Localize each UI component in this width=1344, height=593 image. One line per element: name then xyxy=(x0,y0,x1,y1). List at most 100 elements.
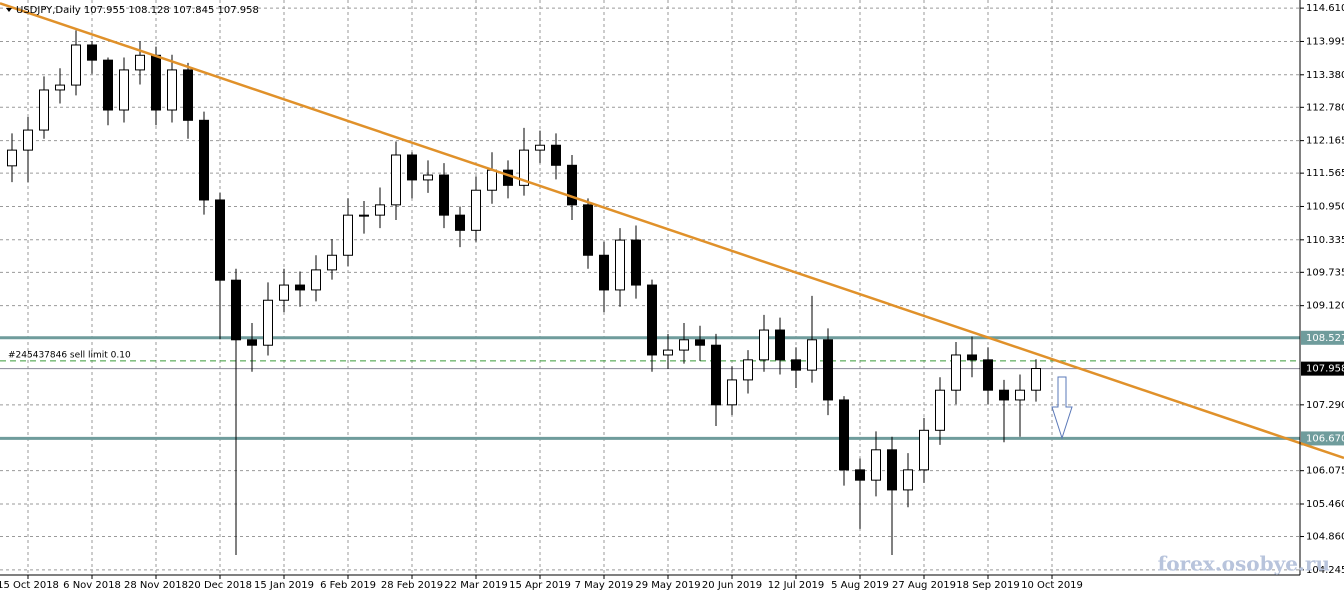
x-tick-label: 22 Mar 2019 xyxy=(444,580,507,591)
candle-body xyxy=(983,359,993,391)
candle-body xyxy=(759,329,769,361)
price-label: 107.958 xyxy=(1306,364,1344,375)
y-tick-label: 112.165 xyxy=(1306,136,1344,147)
x-tick-label: 7 May 2019 xyxy=(575,580,634,591)
candle-body xyxy=(583,204,593,256)
candle-body xyxy=(199,119,209,201)
y-tick-label: 105.460 xyxy=(1306,499,1344,510)
x-tick-label: 28 Feb 2019 xyxy=(381,580,443,591)
candle-body xyxy=(727,379,737,406)
candle-body xyxy=(503,169,513,186)
y-tick-label: 113.380 xyxy=(1306,70,1344,81)
candle-body xyxy=(359,214,369,217)
level-label: 106.670 xyxy=(1306,433,1344,444)
candle-body xyxy=(135,54,145,71)
x-tick-label: 29 May 2019 xyxy=(635,580,700,591)
candle-body xyxy=(167,69,177,111)
candle-body xyxy=(471,189,481,231)
candle-body xyxy=(631,239,641,286)
y-tick-label: 109.735 xyxy=(1306,267,1344,278)
candle-body xyxy=(615,239,625,291)
order-label: #245437846 sell limit 0.10 xyxy=(8,350,131,360)
x-tick-label: 18 Sep 2019 xyxy=(956,580,1019,591)
candle-body xyxy=(55,84,65,91)
candle-body xyxy=(215,199,225,281)
candle-body xyxy=(919,429,929,471)
candle-body xyxy=(535,144,545,151)
candle-body xyxy=(567,164,577,206)
candle-body xyxy=(263,299,273,346)
y-tick-label: 110.950 xyxy=(1306,201,1344,212)
candles xyxy=(7,30,1041,555)
candle-body xyxy=(887,449,897,491)
x-tick-label: 15 Oct 2018 xyxy=(0,580,59,591)
candle-body xyxy=(455,214,465,231)
y-tick-label: 104.245 xyxy=(1306,565,1344,576)
x-tick-label: 12 Jul 2019 xyxy=(768,580,825,591)
candle-body xyxy=(599,254,609,291)
y-tick-label: 113.995 xyxy=(1306,36,1344,47)
x-tick-label: 10 Oct 2019 xyxy=(1021,580,1083,591)
x-tick-label: 15 Apr 2019 xyxy=(509,580,571,591)
candle-body xyxy=(855,469,865,481)
candle-body xyxy=(279,284,289,301)
candle-body xyxy=(327,254,337,271)
candle-body xyxy=(7,149,17,167)
candle-body xyxy=(839,399,849,471)
candle-body xyxy=(999,389,1009,401)
candle-body xyxy=(551,144,561,166)
x-tick-label: 20 Dec 2018 xyxy=(188,580,252,591)
candle-body xyxy=(663,349,673,356)
level-label: 108.527 xyxy=(1306,333,1344,344)
x-tick-label: 5 Aug 2019 xyxy=(831,580,889,591)
candle-body xyxy=(807,339,817,371)
candle-body xyxy=(967,354,977,361)
x-tick-label: 20 Jun 2019 xyxy=(702,580,762,591)
watermark: forex.osobye.ru xyxy=(1158,552,1330,576)
candle-body xyxy=(775,329,785,361)
y-tick-label: 109.120 xyxy=(1306,301,1344,312)
down-arrow xyxy=(1051,376,1073,440)
candle-body xyxy=(295,284,305,291)
candle-body xyxy=(487,169,497,191)
candle-body xyxy=(39,89,49,131)
candle-body xyxy=(791,359,801,371)
y-tick-label: 112.780 xyxy=(1306,102,1344,113)
level-label-box xyxy=(1301,330,1344,345)
candle-body xyxy=(871,449,881,481)
candle-body xyxy=(231,279,241,341)
y-tick-label: 107.290 xyxy=(1306,400,1344,411)
chart-title: USDJPY,Daily 107.955 108.128 107.845 107… xyxy=(16,5,259,16)
candle-body xyxy=(679,339,689,351)
x-tick-label: 27 Aug 2019 xyxy=(892,580,956,591)
candle-body xyxy=(903,469,913,491)
y-tick-label: 110.335 xyxy=(1306,235,1344,246)
candle-body xyxy=(71,44,81,86)
candle-body xyxy=(87,44,97,61)
candle-body xyxy=(695,339,705,346)
candle-body xyxy=(119,69,129,111)
candle-body xyxy=(743,359,753,381)
candle-body xyxy=(23,129,33,151)
candle-body xyxy=(183,69,193,121)
x-tick-label: 6 Feb 2019 xyxy=(320,580,376,591)
x-tick-label: 15 Jan 2019 xyxy=(254,580,314,591)
price-label-box xyxy=(1301,361,1344,376)
candle-body xyxy=(151,54,161,111)
overlay xyxy=(0,2,1344,460)
trendline xyxy=(0,2,1344,460)
y-tick-label: 106.075 xyxy=(1306,466,1344,477)
candle-body xyxy=(647,284,657,356)
candle-body xyxy=(375,204,385,216)
candle-body xyxy=(311,269,321,291)
candle-body xyxy=(103,59,113,111)
level-label-box xyxy=(1301,431,1344,446)
menu-triangle xyxy=(6,8,12,12)
candle-body xyxy=(407,154,417,181)
candle-body xyxy=(935,389,945,431)
y-tick-label: 114.610 xyxy=(1306,3,1344,14)
candle-body xyxy=(343,214,353,256)
